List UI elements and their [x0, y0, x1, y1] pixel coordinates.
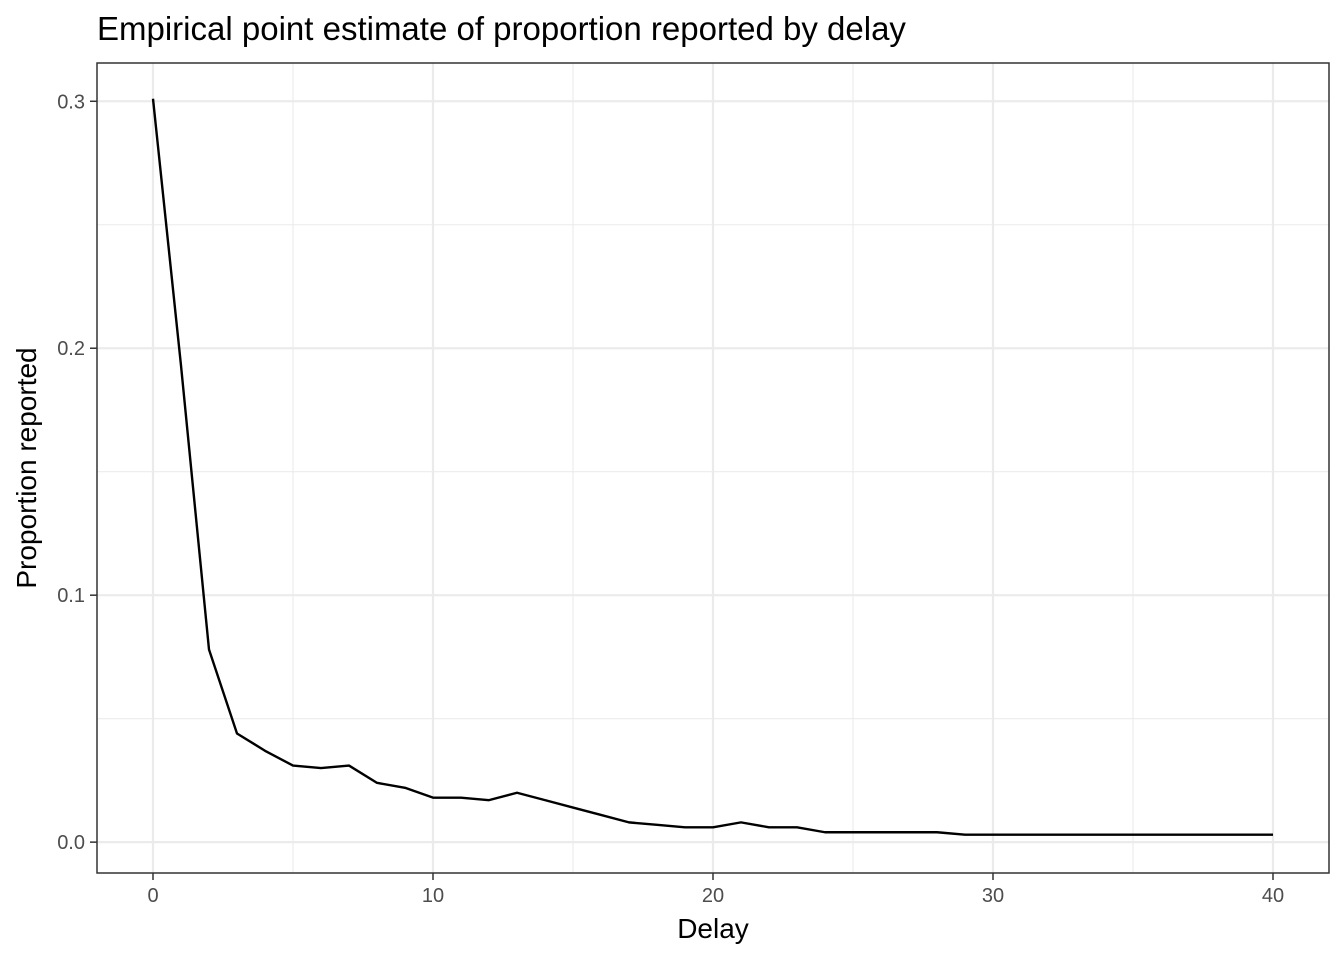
y-tick-label: 0.1: [57, 585, 85, 607]
x-tick-label: 30: [982, 885, 1004, 907]
chart-title: Empirical point estimate of proportion r…: [97, 10, 906, 47]
x-tick-label: 10: [422, 885, 444, 907]
grid: [97, 63, 1329, 873]
x-axis-label: Delay: [677, 913, 749, 944]
y-axis-label: Proportion reported: [11, 347, 42, 588]
x-tick-label: 20: [702, 885, 724, 907]
x-tick-label: 0: [147, 885, 158, 907]
x-axis: 0 10 20 30 40: [147, 873, 1284, 907]
y-tick-label: 0.2: [57, 338, 85, 360]
series-group: [151, 98, 1273, 836]
y-axis: 0.0 0.1 0.2 0.3: [57, 91, 97, 854]
y-tick-label: 0.0: [57, 832, 85, 854]
x-tick-label: 40: [1262, 885, 1284, 907]
y-tick-label: 0.3: [57, 91, 85, 113]
series-line: [151, 98, 1273, 836]
